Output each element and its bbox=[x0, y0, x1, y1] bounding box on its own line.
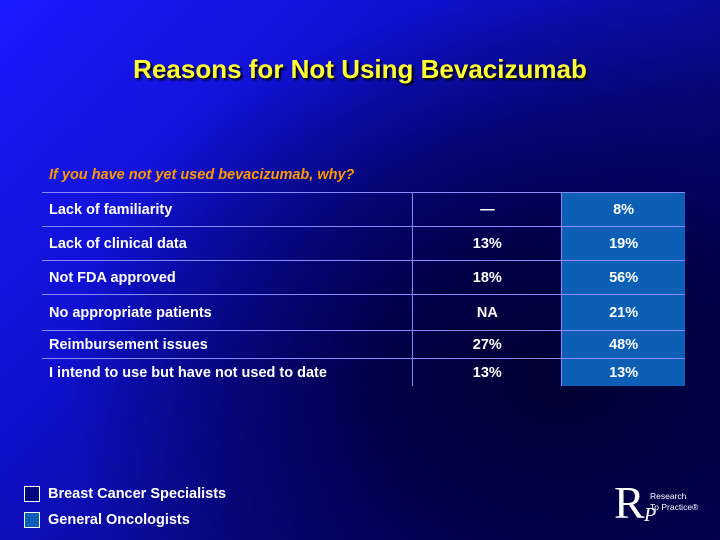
general-oncologists-value: 21% bbox=[561, 294, 685, 331]
slide-title: Reasons for Not Using Bevacizumab bbox=[133, 54, 587, 84]
research-to-practice-logo: R P Research To Practice® bbox=[614, 477, 714, 530]
results-table: Lack of familiarity — 8% Lack of clinica… bbox=[42, 192, 685, 386]
legend-swatch bbox=[24, 512, 40, 528]
logo-letter-r: R bbox=[614, 477, 645, 528]
general-oncologists-value: 8% bbox=[561, 192, 685, 227]
logo-text-line2: To Practice® bbox=[650, 502, 699, 512]
breast-specialists-value: 13% bbox=[412, 226, 562, 261]
general-oncologists-value: 13% bbox=[561, 358, 685, 386]
breast-specialists-value: NA bbox=[412, 294, 562, 331]
table-row: I intend to use but have not used to dat… bbox=[42, 358, 685, 386]
table-row: Not FDA approved 18% 56% bbox=[42, 260, 685, 295]
general-oncologists-value: 48% bbox=[561, 330, 685, 359]
breast-specialists-value: 13% bbox=[412, 358, 562, 386]
legend-item-breast-specialists: Breast Cancer Specialists bbox=[24, 486, 226, 502]
row-label: Not FDA approved bbox=[42, 260, 413, 295]
row-label: No appropriate patients bbox=[42, 294, 413, 331]
general-oncologists-value: 56% bbox=[561, 260, 685, 295]
legend-swatch bbox=[24, 486, 40, 502]
row-label: I intend to use but have not used to dat… bbox=[42, 358, 413, 386]
table-row: No appropriate patients NA 21% bbox=[42, 294, 685, 331]
logo-letter-p: P bbox=[644, 504, 657, 526]
breast-specialists-value: — bbox=[412, 192, 562, 227]
row-label: Lack of familiarity bbox=[42, 192, 413, 227]
survey-question: If you have not yet used bevacizumab, wh… bbox=[49, 167, 355, 183]
table-row: Reimbursement issues 27% 48% bbox=[42, 330, 685, 359]
legend-label: Breast Cancer Specialists bbox=[48, 486, 227, 502]
row-label: Lack of clinical data bbox=[42, 226, 413, 261]
breast-specialists-value: 27% bbox=[412, 330, 562, 359]
breast-specialists-value: 18% bbox=[412, 260, 562, 295]
table-row: Lack of clinical data 13% 19% bbox=[42, 226, 685, 261]
legend-item-general-oncologists: General Oncologists bbox=[24, 512, 190, 528]
legend-label: General Oncologists bbox=[48, 512, 190, 528]
general-oncologists-value: 19% bbox=[561, 226, 685, 261]
row-label: Reimbursement issues bbox=[42, 330, 413, 359]
logo-text-line1: Research bbox=[650, 491, 687, 501]
table-row: Lack of familiarity — 8% bbox=[42, 192, 685, 227]
